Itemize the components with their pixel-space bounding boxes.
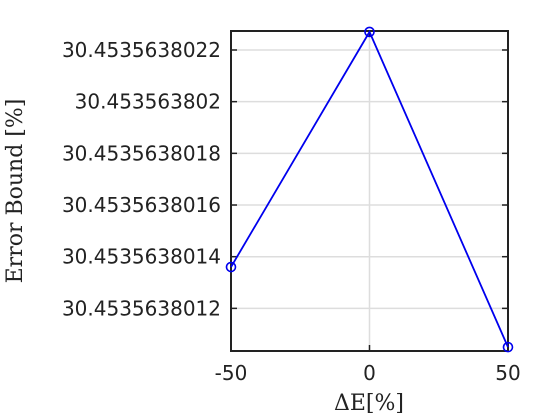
x-tick-label: 50 <box>495 361 520 385</box>
data-point <box>225 261 237 273</box>
x-tick-labels: -50 0 50 <box>215 361 521 385</box>
x-axis-title: ΔE[%] <box>334 391 404 416</box>
y-tick-label: 30.453563802 <box>75 90 221 114</box>
data-point <box>364 26 375 38</box>
y-tick-labels: 30.4535638012 30.4535638014 30.4535638016 3… <box>62 38 221 320</box>
data-point <box>502 341 514 353</box>
series <box>225 26 514 353</box>
y-axis-title: Error Bound [%] <box>3 99 28 284</box>
y-tick-label: 30.4535638016 <box>62 193 221 217</box>
x-tick-label: 0 <box>363 361 376 385</box>
y-tick-label: 30.4535638018 <box>62 141 221 165</box>
y-tick-label: 30.4535638022 <box>62 38 221 62</box>
series-line <box>230 29 509 348</box>
x-tick-label: -50 <box>215 361 248 385</box>
y-tick-label: 30.4535638012 <box>62 296 221 320</box>
y-tick-label: 30.4535638014 <box>62 245 221 269</box>
grid <box>230 31 509 351</box>
